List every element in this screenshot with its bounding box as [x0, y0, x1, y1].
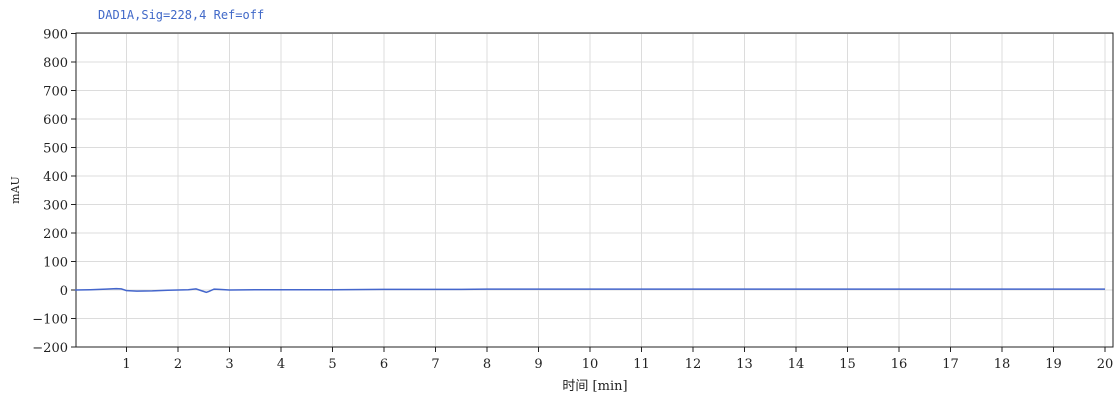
x-tick-label: 14 [788, 357, 805, 372]
y-tick-label: 500 [43, 142, 68, 157]
y-tick-label: 600 [43, 113, 68, 128]
x-tick-label: 16 [891, 357, 908, 372]
grid-lines [76, 33, 1113, 348]
series-layer [74, 287, 1105, 294]
y-tick-label: −200 [32, 341, 68, 356]
x-tick-label: 4 [277, 357, 285, 372]
x-tick-label: 20 [1097, 357, 1114, 372]
x-tick-label: 8 [483, 357, 491, 372]
x-tick-label: 15 [839, 357, 856, 372]
x-tick-label: 13 [736, 357, 753, 372]
x-tick-label: 10 [582, 357, 599, 372]
plot-frame [75, 32, 1114, 348]
y-tick-label: −100 [32, 313, 68, 328]
x-tick-label: 2 [174, 357, 182, 372]
y-tick-label: 200 [43, 227, 68, 242]
x-axis: 1 2 3 4 5 6 7 8 9 10 11 12 13 14 15 16 17 18 19 20 [122, 347, 1113, 372]
x-tick-label: 6 [380, 357, 388, 372]
y-axis: 900 800 700 600 500 400 300 200 100 0 −100 −200 [32, 28, 76, 356]
x-tick-label: 17 [942, 357, 959, 372]
x-tick-label: 12 [685, 357, 702, 372]
y-tick-label: 300 [43, 199, 68, 214]
chart-title: DAD1A,Sig=228,4 Ref=off [98, 8, 264, 22]
y-tick-label: 100 [43, 256, 68, 271]
x-tick-label: 7 [431, 357, 439, 372]
y-tick-label: 900 [43, 28, 68, 43]
y-tick-label: 400 [43, 170, 68, 185]
x-tick-label: 19 [1045, 357, 1062, 372]
x-tick-label: 11 [633, 357, 650, 372]
x-tick-label: 18 [994, 357, 1011, 372]
y-tick-label: 700 [43, 85, 68, 100]
y-axis-label: mAU [9, 176, 22, 204]
x-tick-label: 1 [122, 357, 130, 372]
x-tick-label: 9 [534, 357, 542, 372]
x-tick-label: 5 [328, 357, 336, 372]
x-tick-label: 3 [225, 357, 233, 372]
y-tick-label: 800 [43, 56, 68, 71]
signal-trace [74, 287, 1105, 294]
x-axis-label: 时间 [min] [562, 379, 627, 394]
y-tick-label: 0 [60, 284, 68, 299]
